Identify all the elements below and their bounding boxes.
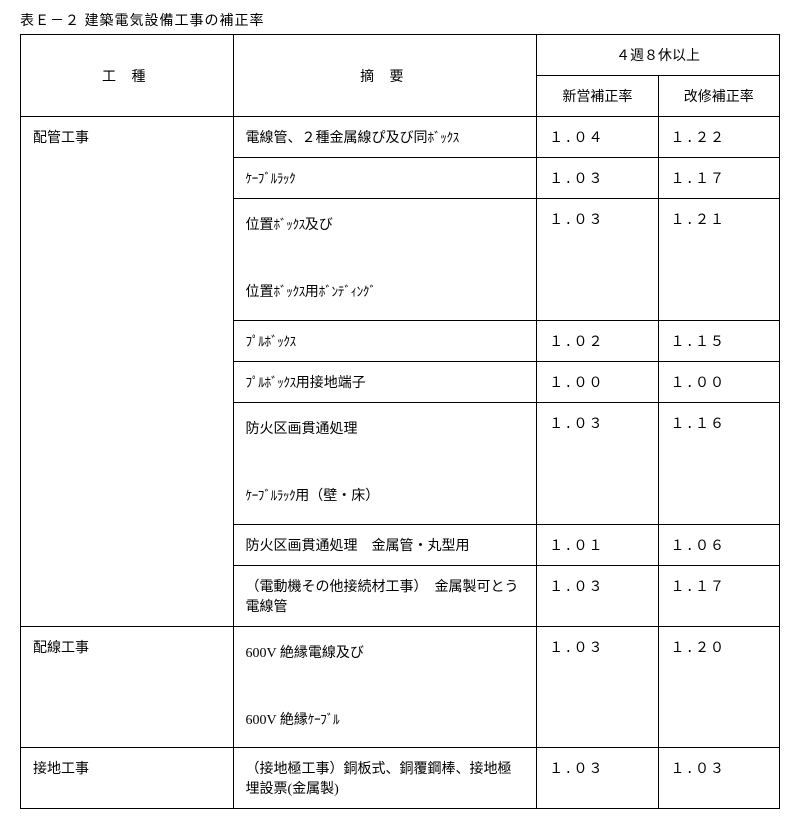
cell-desc: 電線管、２種金属線ぴ及び同ﾎﾞｯｸｽ	[233, 117, 537, 158]
cell-rate-mod: １.２１	[658, 199, 779, 321]
cell-desc: （接地極工事）銅板式、銅覆鋼棒、接地極埋設票(金属製)	[233, 748, 537, 809]
table-row: 配管工事電線管、２種金属線ぴ及び同ﾎﾞｯｸｽ１.０４１.２２	[21, 117, 780, 158]
correction-rate-table: 工 種 摘 要 ４週８休以上 新営補正率 改修補正率 配管工事電線管、２種金属線…	[20, 34, 780, 809]
cell-rate-new: １.０３	[537, 748, 658, 809]
cell-rate-new: １.０４	[537, 117, 658, 158]
cell-rate-mod: １.１７	[658, 158, 779, 199]
cell-desc: 600V 絶縁電線及び600V 絶縁ｹｰﾌﾞﾙ	[233, 626, 537, 748]
cell-rate-mod: １.１６	[658, 402, 779, 524]
header-week: ４週８休以上	[537, 35, 780, 76]
cell-rate-mod: １.０３	[658, 748, 779, 809]
cell-rate-new: １.０３	[537, 158, 658, 199]
table-row: 接地工事（接地極工事）銅板式、銅覆鋼棒、接地極埋設票(金属製)１.０３１.０３	[21, 748, 780, 809]
cell-desc: ﾌﾟﾙﾎﾞｯｸｽ	[233, 320, 537, 361]
cell-rate-mod: １.１７	[658, 565, 779, 626]
cell-rate-new: １.０３	[537, 626, 658, 748]
cell-desc: （電動機その他接続材工事） 金属製可とう電線管	[233, 565, 537, 626]
cell-rate-new: １.０２	[537, 320, 658, 361]
cell-rate-new: １.００	[537, 361, 658, 402]
header-kind: 工 種	[21, 35, 234, 117]
cell-rate-mod: １.１５	[658, 320, 779, 361]
header-desc: 摘 要	[233, 35, 537, 117]
cell-kind: 接地工事	[21, 748, 234, 809]
table-title: 表Ｅ－２ 建築電気設備工事の補正率	[20, 10, 780, 30]
cell-desc: 防火区画貫通処理 金属管・丸型用	[233, 524, 537, 565]
header-rate-new: 新営補正率	[537, 76, 658, 117]
cell-desc: 位置ﾎﾞｯｸｽ及び位置ﾎﾞｯｸｽ用ﾎﾞﾝﾃﾞｨﾝｸﾞ	[233, 199, 537, 321]
cell-kind: 配管工事	[21, 117, 234, 627]
cell-rate-mod: １.２０	[658, 626, 779, 748]
cell-desc: ﾌﾟﾙﾎﾞｯｸｽ用接地端子	[233, 361, 537, 402]
table-row: 配線工事600V 絶縁電線及び600V 絶縁ｹｰﾌﾞﾙ１.０３１.２０	[21, 626, 780, 748]
header-rate-mod: 改修補正率	[658, 76, 779, 117]
cell-desc: ｹｰﾌﾞﾙﾗｯｸ	[233, 158, 537, 199]
cell-rate-mod: １.００	[658, 361, 779, 402]
cell-rate-new: １.０１	[537, 524, 658, 565]
cell-kind: 配線工事	[21, 626, 234, 748]
cell-rate-new: １.０３	[537, 402, 658, 524]
cell-desc: 防火区画貫通処理ｹｰﾌﾞﾙﾗｯｸ用（壁・床）	[233, 402, 537, 524]
cell-rate-new: １.０３	[537, 199, 658, 321]
cell-rate-mod: １.２２	[658, 117, 779, 158]
cell-rate-mod: １.０６	[658, 524, 779, 565]
cell-rate-new: １.０３	[537, 565, 658, 626]
